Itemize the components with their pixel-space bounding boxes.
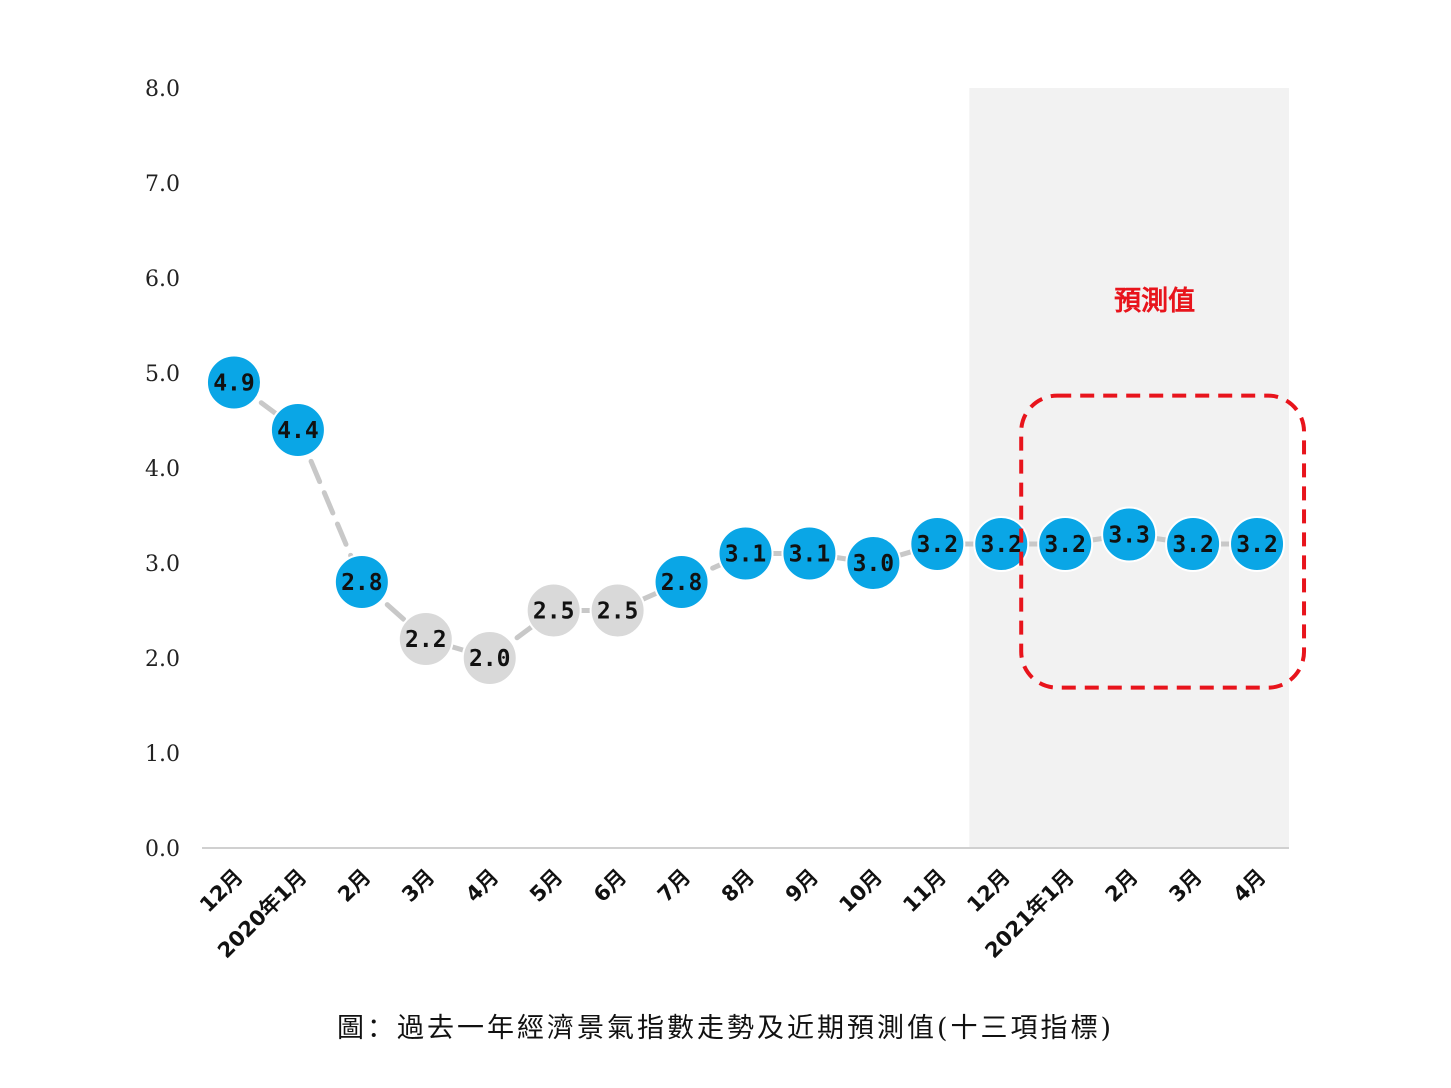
y-tick-label: 5.0 [145,362,180,387]
x-tick-label: 11月 [898,865,950,917]
data-point [525,582,582,639]
figure-caption: 圖：過去一年經濟景氣指數走勢及近期預測值(十三項指標) [336,1013,1115,1044]
data-label: 3.2 [1236,532,1278,558]
data-label: 3.2 [980,532,1022,558]
data-label: 2.5 [533,599,575,625]
y-axis-ticks: 0.0 1.0 2.0 3.0 4.0 5.0 6.0 7.0 8.0 [145,77,180,862]
data-label: 3.2 [1044,532,1086,558]
data-point [781,525,838,582]
y-tick-label: 2.0 [145,647,180,672]
data-point [1101,506,1158,563]
data-label: 2.5 [597,599,639,625]
x-tick-label: 10月 [834,865,886,917]
forecast-dashed-box [1019,393,1307,690]
y-tick-label: 1.0 [145,742,180,767]
x-tick-label: 5月 [525,865,567,907]
y-tick-label: 7.0 [145,172,180,197]
x-tick-label: 3月 [397,865,439,907]
y-tick-label: 3.0 [145,552,180,577]
data-point [1165,516,1222,572]
x-tick-label: 9月 [781,865,823,907]
data-point [1229,516,1286,572]
forecast-shaded-region [969,88,1289,848]
x-tick-label: 12月 [195,865,247,917]
data-point [973,516,1030,572]
x-tick-label: 6月 [589,865,631,907]
data-point [205,354,262,411]
x-tick-label: 4月 [1228,865,1270,907]
data-point [845,535,902,591]
data-label: 4.9 [213,371,255,397]
y-tick-label: 8.0 [145,77,180,102]
forecast-label: 預測值 [1114,286,1195,317]
data-label: 2.8 [661,570,703,596]
y-tick-label: 6.0 [145,267,180,292]
data-point [717,525,774,582]
data-label: 2.8 [341,570,383,596]
data-label: 3.2 [917,532,959,558]
series-points: 4.9 4.4 2.8 2.2 2.0 2.5 2.5 2.8 3.1 3.1 3.0 3.2 3.2 3… [205,354,1286,686]
data-point [333,554,390,610]
x-tick-label: 12月 [962,865,1014,917]
data-label: 3.0 [853,551,895,577]
data-label: 2.2 [405,627,447,653]
x-tick-label: 3月 [1164,865,1206,907]
x-tick-label: 4月 [461,865,503,907]
data-point [653,554,710,610]
x-tick-label: 7月 [653,865,695,907]
data-point [589,582,646,639]
y-tick-label: 4.0 [145,457,180,482]
data-point [1037,516,1094,572]
data-point [461,630,518,686]
x-tick-label: 8月 [717,865,759,907]
data-label: 3.1 [725,542,767,568]
data-point [269,402,326,458]
x-tick-label: 2月 [333,865,375,907]
data-label: 3.3 [1108,523,1150,549]
data-point [909,516,966,572]
data-label: 2.0 [469,646,511,672]
data-label: 3.2 [1172,532,1214,558]
data-label: 3.1 [789,542,831,568]
data-label: 4.4 [277,418,319,444]
data-point [397,611,454,667]
y-tick-label: 0.0 [145,837,180,862]
x-tick-label: 2月 [1101,865,1143,907]
